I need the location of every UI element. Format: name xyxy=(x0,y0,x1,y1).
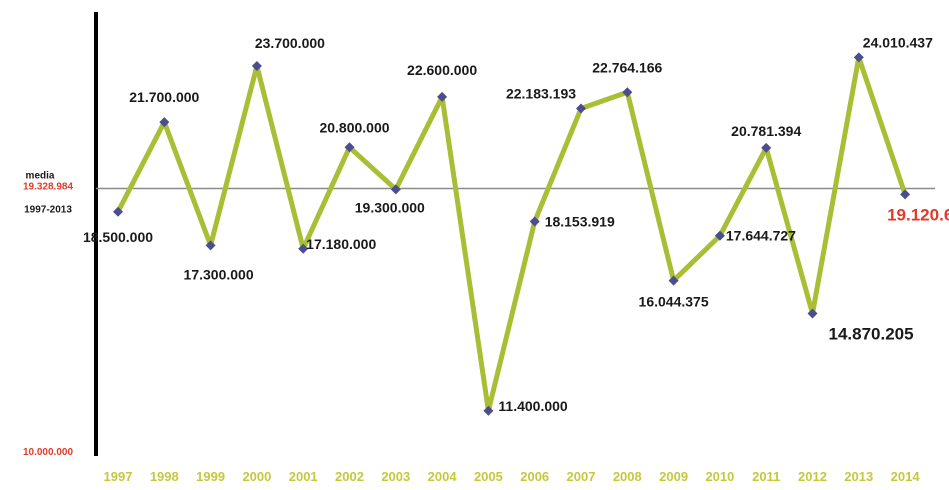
data-point-marker xyxy=(483,405,494,416)
x-tick-label: 2000 xyxy=(242,469,271,484)
data-label: 14.870.205 xyxy=(829,325,914,344)
data-label: 24.010.437 xyxy=(863,34,933,50)
mean-label-title: media xyxy=(26,171,55,182)
x-tick-label: 1997 xyxy=(104,469,133,484)
data-label: 22.183.193 xyxy=(506,86,576,102)
data-point-marker xyxy=(576,103,586,114)
data-label: 22.600.000 xyxy=(407,62,477,78)
x-tick-label: 2007 xyxy=(567,469,596,484)
data-label: 19.120.641 xyxy=(887,205,949,224)
data-point-marker xyxy=(529,216,540,227)
x-tick-label: 2004 xyxy=(428,469,458,484)
data-point-marker xyxy=(390,184,401,195)
data-label: 19.300.000 xyxy=(355,199,425,215)
x-tick-label: 2005 xyxy=(474,469,503,484)
x-tick-label: 2013 xyxy=(844,469,873,484)
data-label: 11.400.000 xyxy=(498,398,568,414)
data-point-marker xyxy=(159,117,170,128)
x-tick-label: 2006 xyxy=(520,469,549,484)
data-point-marker xyxy=(668,275,679,286)
data-point-marker xyxy=(437,91,448,102)
data-point-marker xyxy=(251,61,262,72)
data-point-marker xyxy=(622,87,633,98)
data-label: 20.781.394 xyxy=(731,123,801,139)
mean-label-value: 19.328.984 xyxy=(23,182,73,193)
data-point-marker xyxy=(900,189,911,200)
data-label: 21.700.000 xyxy=(129,89,199,105)
x-tick-label: 2002 xyxy=(335,469,364,484)
data-label: 23.700.000 xyxy=(255,35,325,51)
x-tick-label: 2003 xyxy=(381,469,410,484)
x-tick-label: 2001 xyxy=(289,469,318,484)
data-label: 17.300.000 xyxy=(184,266,254,282)
mean-label-period: 1997-2013 xyxy=(24,205,72,216)
x-tick-label: 1998 xyxy=(150,469,179,484)
data-point-marker xyxy=(113,206,123,217)
data-point-marker xyxy=(298,243,309,254)
data-label: 18.153.919 xyxy=(545,213,615,229)
data-point-marker xyxy=(807,308,818,319)
data-labels-group: 18.500.000 21.700.000 17.300.000 23.700.000… xyxy=(83,34,949,413)
data-label: 16.044.375 xyxy=(639,294,709,310)
data-point-marker xyxy=(761,142,772,153)
series-group xyxy=(113,52,911,416)
data-point-marker xyxy=(205,240,216,251)
x-tick-label: 2009 xyxy=(659,469,688,484)
data-point-marker xyxy=(853,52,864,63)
data-label: 18.500.000 xyxy=(83,229,153,245)
data-label: 22.764.166 xyxy=(592,59,662,75)
x-tick-label: 2014 xyxy=(891,469,921,484)
x-tick-label: 2012 xyxy=(798,469,827,484)
data-point-marker xyxy=(344,142,355,153)
x-tick-labels-group: 1997 1998 1999 2000 2001 2002 2003 2004 2005 2006… xyxy=(104,469,921,484)
series-line xyxy=(115,54,908,414)
x-tick-label: 1999 xyxy=(196,469,225,484)
x-tick-label: 2011 xyxy=(752,469,780,484)
x-tick-label: 2010 xyxy=(705,469,734,484)
data-point-marker xyxy=(714,230,725,241)
data-label: 20.800.000 xyxy=(319,119,389,135)
data-label: 17.180.000 xyxy=(306,236,376,252)
x-tick-label: 2008 xyxy=(613,469,642,484)
data-label: 17.644.727 xyxy=(726,228,796,244)
y-axis-min-label: 10.000.000 xyxy=(23,447,73,458)
